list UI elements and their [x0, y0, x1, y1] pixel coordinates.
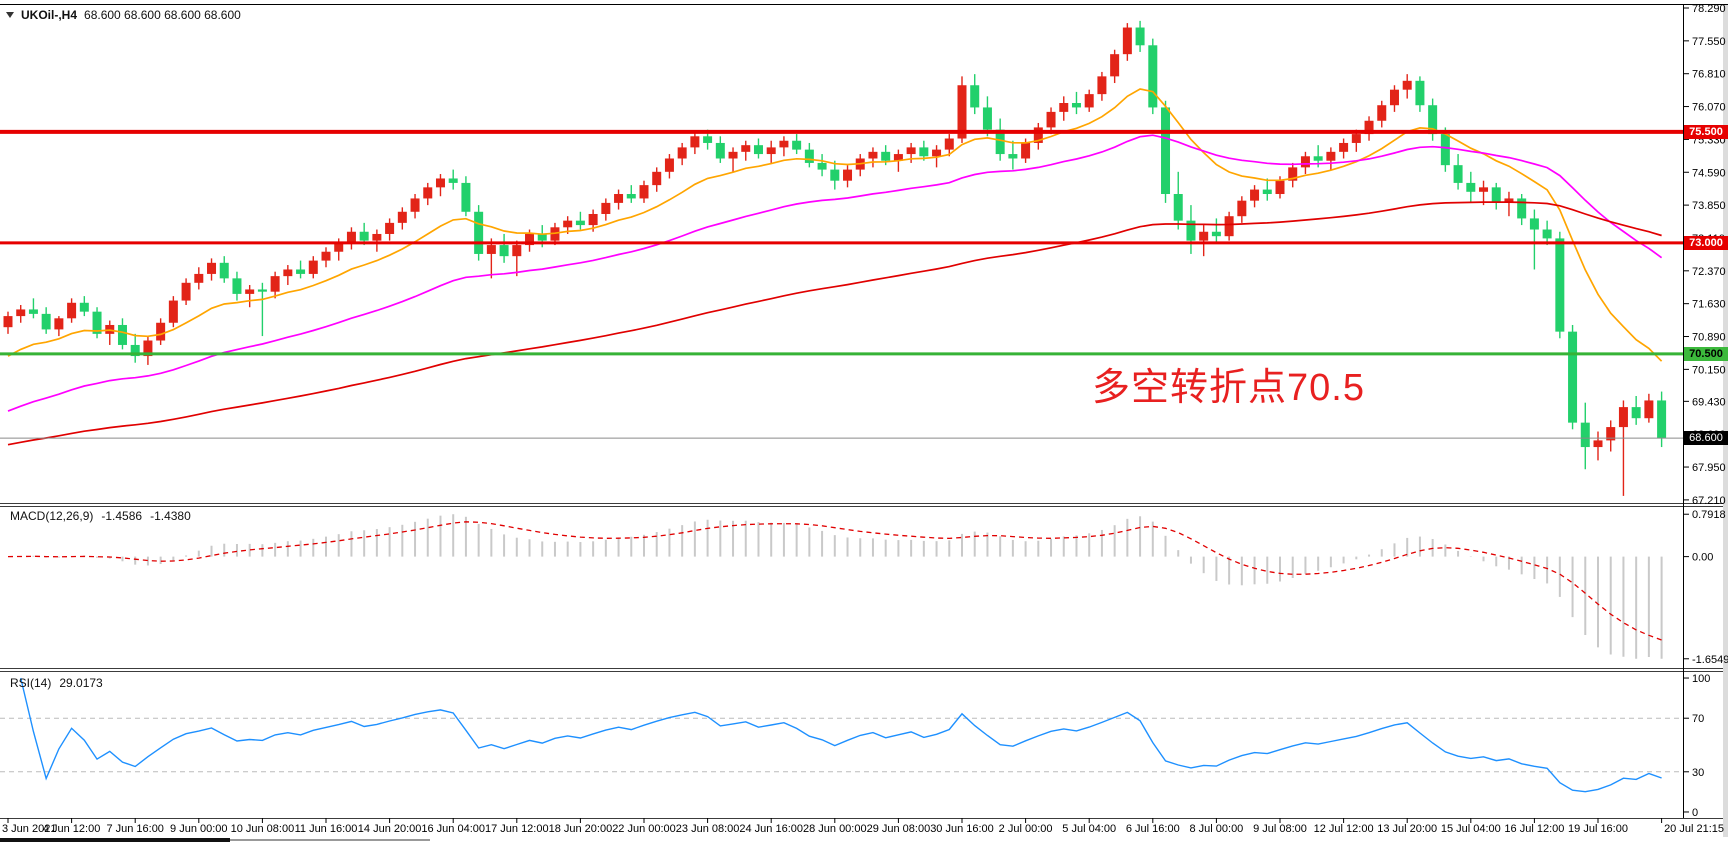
- svg-text:74.590: 74.590: [1692, 167, 1726, 179]
- hline-badge-75500: 75.500: [1684, 124, 1728, 139]
- svg-text:67.950: 67.950: [1692, 462, 1726, 474]
- svg-text:4 Jun 12:00: 4 Jun 12:00: [43, 823, 101, 835]
- svg-text:71.630: 71.630: [1692, 299, 1726, 311]
- svg-text:6 Jul 16:00: 6 Jul 16:00: [1126, 823, 1180, 835]
- svg-text:11 Jun 16:00: 11 Jun 16:00: [295, 823, 358, 835]
- svg-text:9 Jul 08:00: 9 Jul 08:00: [1253, 823, 1307, 835]
- chart-annotation-text[interactable]: 多空转折点70.5: [1092, 367, 1365, 409]
- svg-text:22 Jun 00:00: 22 Jun 00:00: [612, 823, 676, 835]
- svg-text:30: 30: [1692, 767, 1704, 779]
- svg-text:10 Jun 08:00: 10 Jun 08:00: [231, 823, 295, 835]
- svg-text:0.00: 0.00: [1692, 552, 1713, 564]
- macd-value-signal: -1.4380: [150, 509, 191, 523]
- svg-text:16 Jun 04:00: 16 Jun 04:00: [421, 823, 485, 835]
- svg-text:9 Jun 00:00: 9 Jun 00:00: [170, 823, 228, 835]
- symbol-ohlc-quotes: 68.600 68.600 68.600 68.600: [84, 8, 241, 22]
- svg-text:70.890: 70.890: [1692, 332, 1726, 344]
- price-axis: 78.29077.55076.81076.07075.33074.59073.8…: [1683, 3, 1726, 507]
- svg-text:30 Jun 16:00: 30 Jun 16:00: [930, 823, 994, 835]
- svg-text:17 Jun 12:00: 17 Jun 12:00: [485, 823, 549, 835]
- overlay-ma-fast: [7, 88, 1663, 362]
- svg-text:70.150: 70.150: [1692, 364, 1726, 376]
- svg-text:77.550: 77.550: [1692, 36, 1726, 48]
- rsi-name: RSI(14): [10, 676, 52, 690]
- svg-text:3 Jun 2021: 3 Jun 2021: [2, 823, 56, 835]
- candles: [3, 20, 1667, 496]
- svg-text:78.290: 78.290: [1692, 3, 1726, 15]
- svg-text:7 Jun 16:00: 7 Jun 16:00: [106, 823, 164, 835]
- hline-badge-70500: 70.500: [1684, 346, 1728, 361]
- rsi-value: 29.0173: [59, 676, 103, 690]
- svg-text:76.070: 76.070: [1692, 102, 1726, 114]
- macd-indicator-label: MACD(12,26,9) -1.4586 -1.4380: [10, 509, 191, 523]
- svg-text:12 Jul 12:00: 12 Jul 12:00: [1314, 823, 1374, 835]
- svg-text:5 Jul 04:00: 5 Jul 04:00: [1062, 823, 1116, 835]
- current-price-badge: 68.600: [1684, 431, 1728, 446]
- svg-text:72.370: 72.370: [1692, 266, 1726, 278]
- macd-name: MACD(12,26,9): [10, 509, 94, 523]
- svg-text:8 Jul 00:00: 8 Jul 00:00: [1189, 823, 1243, 835]
- svg-text:2 Jul 00:00: 2 Jul 00:00: [999, 823, 1053, 835]
- rsi-line: [20, 677, 1662, 793]
- overlay-ma-mid: [7, 134, 1663, 412]
- symbol-title: UKOil-,H4: [21, 8, 78, 22]
- svg-text:0: 0: [1692, 807, 1698, 819]
- symbol-dropdown-icon[interactable]: [6, 12, 14, 18]
- svg-text:0.7918: 0.7918: [1692, 509, 1726, 521]
- svg-text:100: 100: [1692, 673, 1710, 685]
- svg-text:76.810: 76.810: [1692, 69, 1726, 81]
- macd-signal-line: [7, 521, 1662, 641]
- svg-text:24 Jun 16:00: 24 Jun 16:00: [739, 823, 803, 835]
- chart-header: UKOil-,H4 68.600 68.600 68.600 68.600: [6, 8, 241, 22]
- svg-text:69.430: 69.430: [1692, 396, 1726, 408]
- svg-text:19 Jul 16:00: 19 Jul 16:00: [1568, 823, 1628, 835]
- svg-text:16 Jul 12:00: 16 Jul 12:00: [1504, 823, 1564, 835]
- svg-text:14 Jun 20:00: 14 Jun 20:00: [358, 823, 422, 835]
- svg-text:70: 70: [1692, 713, 1704, 725]
- svg-text:29 Jun 08:00: 29 Jun 08:00: [867, 823, 931, 835]
- hline-badge-73000: 73.000: [1684, 235, 1728, 250]
- svg-text:-1.6549: -1.6549: [1692, 654, 1728, 666]
- panel-frame: [0, 4, 1728, 842]
- svg-text:73.850: 73.850: [1692, 200, 1726, 212]
- svg-text:28 Jun 00:00: 28 Jun 00:00: [803, 823, 867, 835]
- overlay-ma-slow: [7, 201, 1662, 446]
- moving-averages: [7, 88, 1663, 446]
- svg-text:15 Jul 04:00: 15 Jul 04:00: [1441, 823, 1501, 835]
- rsi-panel: 100 70 30 0: [0, 673, 1710, 819]
- svg-text:23 Jun 08:00: 23 Jun 08:00: [676, 823, 740, 835]
- svg-text:20 Jul 21:15: 20 Jul 21:15: [1664, 823, 1724, 835]
- horizontal-lines[interactable]: [0, 129, 1683, 439]
- svg-text:18 Jun 20:00: 18 Jun 20:00: [549, 823, 613, 835]
- macd-panel: 0.7918 0.00 -1.6549: [7, 509, 1728, 666]
- macd-value-main: -1.4586: [101, 509, 143, 523]
- svg-text:67.210: 67.210: [1692, 495, 1726, 507]
- rsi-indicator-label: RSI(14) 29.0173: [10, 676, 103, 690]
- svg-text:13 Jul 20:00: 13 Jul 20:00: [1377, 823, 1437, 835]
